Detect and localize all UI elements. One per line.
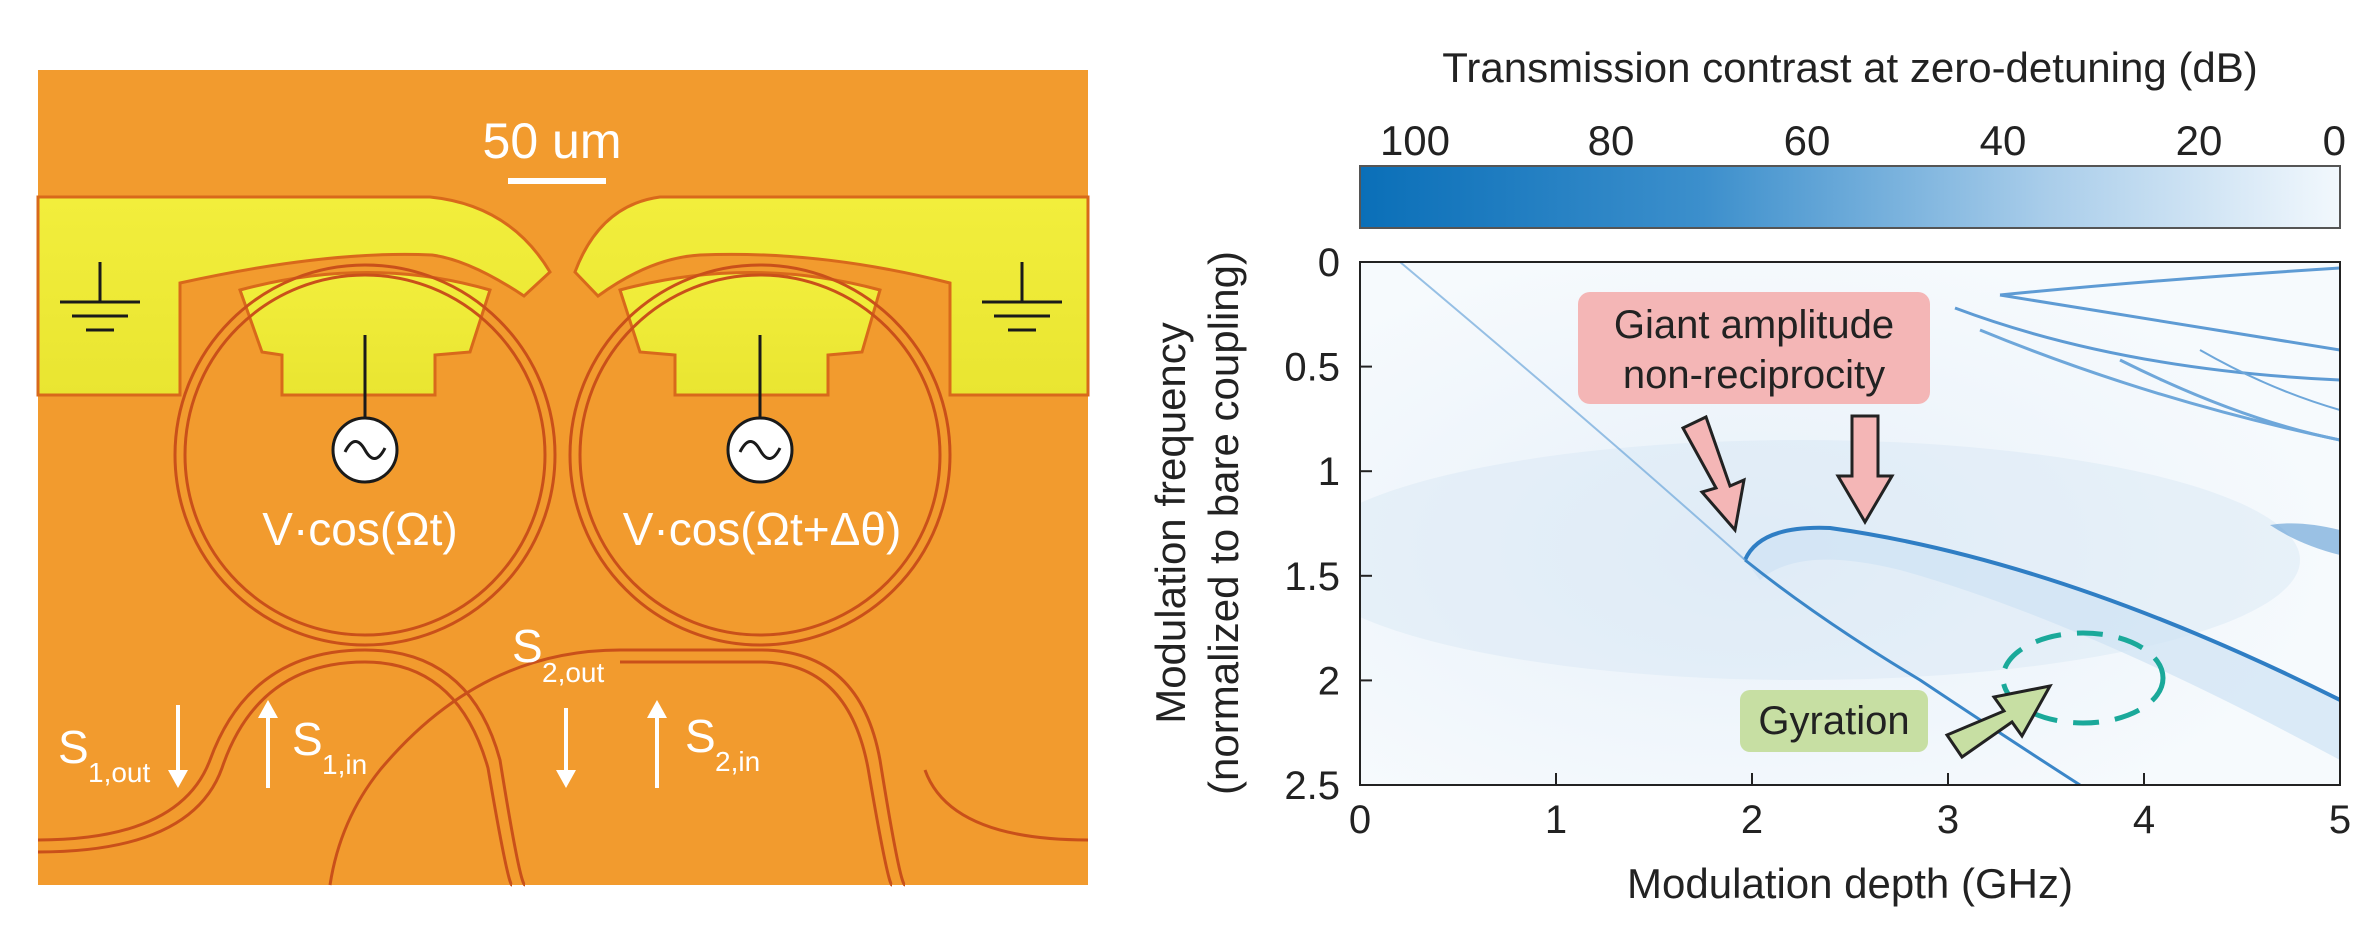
plot-area xyxy=(1360,262,2340,785)
scale-bar-label: 50 um xyxy=(483,113,622,169)
colorbar-tick-label: 0 xyxy=(2323,117,2346,164)
x-axis-ticks: 0 1 2 3 4 5 xyxy=(1349,773,2351,842)
annotation-nonreciprocity: Giant amplitude non-reciprocity xyxy=(1578,292,1930,534)
ground-symbol-right xyxy=(982,262,1062,332)
resonance-curve-upper xyxy=(1743,525,2340,702)
colorbar-title: Transmission contrast at zero-detuning (… xyxy=(1442,44,2257,91)
electrodes xyxy=(36,195,1090,397)
ground-symbol-left xyxy=(60,262,140,332)
port-s1-in: S 1,in xyxy=(258,700,367,788)
ac-source-left xyxy=(331,335,399,484)
ring-resonators xyxy=(173,263,952,647)
bus-waveguides xyxy=(37,648,1089,887)
y-axis-label-line2: (normalized to bare coupling) xyxy=(1200,251,1247,795)
resonance-curve-left xyxy=(1399,262,1746,561)
svg-text:S: S xyxy=(292,713,323,765)
colorbar-ticks: 100 80 60 40 20 0 xyxy=(1380,117,2346,164)
arrow-nonreciprocity-2 xyxy=(1835,414,1895,525)
y-tick-label: 1 xyxy=(1318,450,1340,494)
y-tick-label: 1.5 xyxy=(1284,555,1340,599)
colorbar-tick-label: 60 xyxy=(1784,117,1831,164)
colorbar-tick-label: 40 xyxy=(1980,117,2027,164)
x-tick-label: 5 xyxy=(2329,798,2351,842)
svg-text:S: S xyxy=(58,721,89,773)
substrate xyxy=(38,70,1088,885)
port-s2-out: S 2,out xyxy=(512,620,604,788)
y-axis-label-line1: Modulation frequency xyxy=(1147,322,1194,724)
plot-frame xyxy=(1359,261,2341,786)
y-tick-label: 2.5 xyxy=(1284,764,1340,808)
device-micrograph: 50 um V·cos(Ωt) V·cos(Ωt+Δθ) S 1,out S 1… xyxy=(36,70,1090,887)
annotation-nonreciprocity-line2: non-reciprocity xyxy=(1623,353,1885,397)
heatmap-features xyxy=(1360,262,2340,785)
annotation-gyration: Gyration xyxy=(1740,630,2166,760)
svg-text:S: S xyxy=(512,620,543,672)
x-tick-label: 2 xyxy=(1741,798,1763,842)
svg-text:1,out: 1,out xyxy=(88,757,150,788)
scale-bar xyxy=(508,178,606,184)
colorbar-tick-label: 20 xyxy=(2176,117,2223,164)
arrow-nonreciprocity-1 xyxy=(1680,414,1746,534)
ac-source-right xyxy=(726,335,794,484)
svg-text:2,in: 2,in xyxy=(715,746,760,777)
resonance-curve-lower xyxy=(1744,558,2081,785)
arrow-gyration xyxy=(1944,683,2053,760)
x-tick-label: 4 xyxy=(2133,798,2155,842)
gyration-label: Gyration xyxy=(1758,699,1909,743)
svg-text:S: S xyxy=(685,710,716,762)
x-axis-label: Modulation depth (GHz) xyxy=(1627,860,2073,907)
colorbar-tick-label: 100 xyxy=(1380,117,1450,164)
port-s1-out: S 1,out xyxy=(58,705,188,788)
x-tick-label: 3 xyxy=(1937,798,1959,842)
y-tick-label: 0 xyxy=(1318,241,1340,285)
drive-label-left: V·cos(Ωt) xyxy=(262,503,457,555)
y-tick-label: 0.5 xyxy=(1284,346,1340,390)
x-tick-label: 0 xyxy=(1349,798,1371,842)
right-electrode-pad xyxy=(618,271,882,397)
y-tick-label: 2 xyxy=(1318,659,1340,703)
svg-text:2,out: 2,out xyxy=(542,657,604,688)
colorbar-tick-label: 80 xyxy=(1588,117,1635,164)
left-electrode xyxy=(36,195,552,397)
drive-label-right: V·cos(Ωt+Δθ) xyxy=(623,503,902,555)
y-axis-ticks: 0 0.5 1 1.5 2 2.5 xyxy=(1284,241,1372,808)
x-tick-label: 1 xyxy=(1545,798,1567,842)
main-resonance-band xyxy=(1745,526,2340,760)
colorbar xyxy=(1359,165,2341,229)
right-electrode xyxy=(573,195,1090,397)
svg-text:1,in: 1,in xyxy=(322,749,367,780)
port-s2-in: S 2,in xyxy=(647,700,760,788)
gyration-ellipse xyxy=(2000,630,2166,726)
annotation-nonreciprocity-line1: Giant amplitude xyxy=(1614,303,1894,347)
